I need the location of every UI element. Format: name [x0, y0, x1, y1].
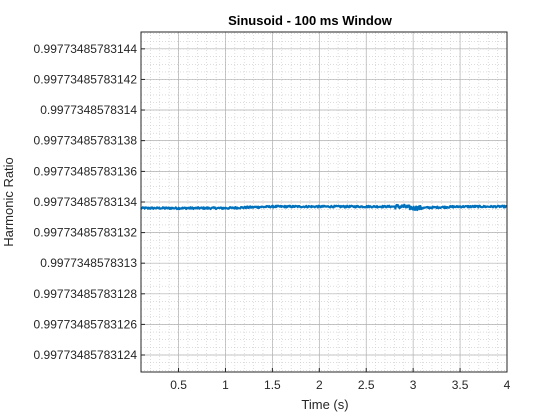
x-tick-label: 2.5	[358, 378, 375, 392]
series-layer	[140, 203, 508, 212]
x-tick-label: 3	[410, 378, 417, 392]
y-tick-label: 0.99773485783128	[34, 287, 138, 301]
x-tick-label: 1.5	[264, 378, 281, 392]
x-axis-label: Time (s)	[301, 397, 348, 412]
x-tick-label: 2	[316, 378, 323, 392]
x-tick-label: 1	[222, 378, 229, 392]
y-tick-label: 0.99773485783126	[34, 317, 138, 331]
y-tick-label: 0.99773485783136	[34, 164, 138, 178]
y-tick-label: 0.99773485783144	[34, 42, 138, 56]
series-line	[140, 203, 508, 212]
y-tick-label: 0.99773485783124	[34, 348, 138, 362]
y-tick-label: 0.99773485783132	[34, 226, 138, 240]
x-tick-label: 3.5	[452, 378, 469, 392]
y-axis-label: Harmonic Ratio	[1, 157, 16, 247]
y-ticks: 0.99773485783144 0.99773485783142 0.997734…	[34, 42, 145, 362]
y-tick-label: 0.99773485783138	[34, 134, 138, 148]
y-tick-label: 0.99773485783142	[34, 72, 138, 86]
major-grid	[141, 32, 508, 372]
chart-title: Sinusoid - 100 ms Window	[228, 13, 393, 28]
x-tick-label: 4	[504, 378, 511, 392]
y-tick-label: 0.9977348578313	[40, 256, 137, 270]
y-tick-label: 0.99773485783134	[34, 195, 138, 209]
y-tick-label: 0.9977348578314	[40, 103, 137, 117]
x-tick-label: 0.5	[170, 378, 187, 392]
x-ticks: 0.5 1 1.5 2 2.5 3 3.5 4	[170, 368, 511, 392]
